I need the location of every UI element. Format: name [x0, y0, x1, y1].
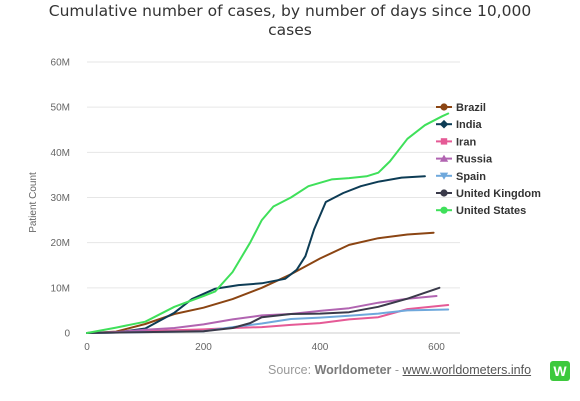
- series-line-united-kingdom: [86, 286, 441, 334]
- gridlines: [87, 61, 460, 334]
- legend-label-russia: Russia: [456, 154, 493, 166]
- legend-label-united-kingdom: United Kingdom: [456, 188, 541, 200]
- y-tick-label: 0: [64, 329, 70, 340]
- legend-item-india[interactable]: India: [436, 119, 483, 131]
- legend-marker-united-states: [440, 206, 448, 214]
- y-tick-label: 40M: [51, 148, 70, 159]
- legend-label-brazil: Brazil: [456, 102, 486, 114]
- legend-item-brazil[interactable]: Brazil: [436, 102, 486, 114]
- series-line-brazil: [86, 231, 435, 334]
- y-tick-label: 30M: [51, 193, 70, 204]
- y-tick-label: 60M: [51, 58, 70, 69]
- series-line-russia: [86, 295, 438, 334]
- source-separator: -: [391, 363, 403, 377]
- legend-marker-spain: [439, 172, 449, 180]
- x-axis-ticks: 0 200 400 600: [84, 342, 445, 353]
- worldometer-logo-icon: W: [550, 361, 570, 381]
- series-line-india: [86, 175, 426, 334]
- y-axis-ticks: 0 10M 20M 30M 40M 50M 60M: [51, 58, 71, 340]
- series-line-united-states: [86, 112, 450, 334]
- chart-title-line-2: cases: [268, 21, 312, 39]
- legend-item-spain[interactable]: Spain: [436, 171, 486, 183]
- legend-marker-india: [439, 119, 449, 129]
- legend-marker-iran: [440, 138, 448, 145]
- chart-title: Cumulative number of cases, by number of…: [0, 2, 580, 40]
- x-tick-label: 200: [195, 342, 212, 353]
- source-prefix: Source:: [268, 363, 315, 377]
- y-tick-label: 50M: [51, 103, 70, 114]
- legend-item-iran[interactable]: Iran: [436, 136, 476, 148]
- y-tick-label: 10M: [51, 283, 70, 294]
- x-tick-label: 600: [428, 342, 445, 353]
- y-tick-label: 20M: [51, 238, 70, 249]
- legend-label-india: India: [456, 119, 483, 131]
- source-link[interactable]: www.worldometers.info: [402, 363, 532, 377]
- legend-marker-russia: [439, 154, 449, 162]
- legend-item-united-kingdom[interactable]: United Kingdom: [436, 188, 541, 200]
- source-credit: Source: Worldometer - www.worldometers.i…: [268, 363, 531, 377]
- x-tick-label: 0: [84, 342, 90, 353]
- x-tick-label: 400: [312, 342, 329, 353]
- source-brand: Worldometer: [314, 363, 392, 377]
- legend-label-spain: Spain: [456, 171, 486, 183]
- worldometer-logo-letter: W: [553, 363, 567, 379]
- legend[interactable]: Brazil India Iran Russia Spain United Kingdom…: [436, 102, 541, 217]
- legend-label-iran: Iran: [456, 136, 476, 148]
- legend-item-russia[interactable]: Russia: [436, 154, 493, 166]
- chart-title-line-1: Cumulative number of cases, by number of…: [48, 2, 532, 20]
- legend-item-united-states[interactable]: United States: [436, 205, 526, 217]
- series-lines: [86, 112, 450, 334]
- legend-marker-brazil: [440, 103, 448, 111]
- y-axis-label: Patient Count: [28, 172, 39, 233]
- legend-marker-united-kingdom: [440, 189, 448, 197]
- legend-label-united-states: United States: [456, 205, 526, 217]
